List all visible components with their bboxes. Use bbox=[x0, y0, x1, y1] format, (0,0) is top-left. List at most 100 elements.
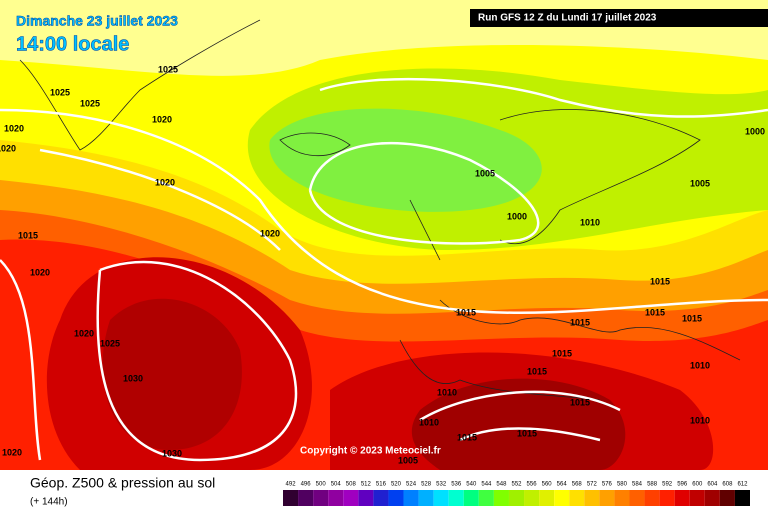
colorbar: 492 496 500 504 508 512 516 520 524 528 532 536 540 5… bbox=[283, 482, 750, 506]
run-info: Run GFS 12 Z du Lundi 17 juillet 2023 bbox=[478, 13, 657, 24]
colorbar-swatch bbox=[373, 490, 389, 506]
colorbar-label: 548 bbox=[496, 482, 507, 488]
isobar-label: 1020 bbox=[0, 143, 16, 153]
colorbar-label: 564 bbox=[557, 482, 568, 488]
isobar-label: 1015 bbox=[682, 313, 702, 323]
colorbar-swatch bbox=[448, 490, 464, 506]
colorbar-label: 508 bbox=[346, 482, 357, 488]
isobars bbox=[0, 77, 768, 462]
colorbar-swatch bbox=[659, 490, 675, 506]
isobar-label: 1010 bbox=[690, 415, 710, 425]
colorbar-swatch bbox=[433, 490, 449, 506]
isobar-label: 1010 bbox=[419, 417, 439, 427]
colorbar-label: 516 bbox=[376, 482, 387, 488]
colorbar-swatch bbox=[629, 490, 645, 506]
date-label: Dimanche 23 juillet 2023 bbox=[16, 13, 178, 29]
colorbar-label: 536 bbox=[451, 482, 462, 488]
colorbar-label: 492 bbox=[286, 482, 297, 488]
colorbar-swatch bbox=[554, 490, 570, 506]
isobar-label: 1000 bbox=[745, 126, 765, 136]
colorbar-label: 568 bbox=[572, 482, 583, 488]
colorbar-label: 560 bbox=[542, 482, 553, 488]
colorbar-label: 520 bbox=[391, 482, 402, 488]
colorbar-swatch bbox=[569, 490, 585, 506]
copyright: Copyright © 2023 Meteociel.fr bbox=[300, 446, 441, 457]
isobar-label: 1015 bbox=[517, 428, 537, 438]
colorbar-swatch bbox=[704, 490, 720, 506]
isobar-label: 1015 bbox=[457, 432, 477, 442]
colorbar-swatch bbox=[463, 490, 479, 506]
isobar-label: 1030 bbox=[162, 448, 182, 458]
colorbar-swatch bbox=[524, 490, 540, 506]
colorbar-label: 588 bbox=[647, 482, 658, 488]
colorbar-swatch bbox=[584, 490, 600, 506]
colorbar-label: 596 bbox=[677, 482, 688, 488]
isobar-label: 1025 bbox=[100, 338, 120, 348]
footer-title: Géop. Z500 & pression au sol bbox=[30, 475, 215, 491]
colorbar-label: 512 bbox=[361, 482, 372, 488]
colorbar-swatch bbox=[599, 490, 615, 506]
isobar-label: 1015 bbox=[18, 230, 38, 240]
colorbar-swatch bbox=[614, 490, 630, 506]
colorbar-swatch bbox=[403, 490, 419, 506]
colorbar-swatch bbox=[493, 490, 509, 506]
isobar-label: 1020 bbox=[152, 114, 172, 124]
colorbar-label: 544 bbox=[481, 482, 492, 488]
isobar-label: 1020 bbox=[155, 177, 175, 187]
colorbar-label: 500 bbox=[316, 482, 327, 488]
isobar-label: 1020 bbox=[30, 267, 50, 277]
footer-subtitle: (+ 144h) bbox=[30, 497, 68, 508]
colorbar-label: 592 bbox=[662, 482, 673, 488]
isobar-label: 1010 bbox=[437, 387, 457, 397]
colorbar-swatch bbox=[508, 490, 525, 506]
colorbar-label: 552 bbox=[511, 482, 522, 488]
isobar-label: 1015 bbox=[527, 366, 547, 376]
time-label: 14:00 locale bbox=[16, 33, 129, 55]
colorbar-label: 504 bbox=[331, 482, 342, 488]
isobar-label: 1000 bbox=[507, 211, 527, 221]
colorbar-swatch bbox=[478, 490, 494, 506]
colorbar-swatch bbox=[358, 490, 374, 506]
isobar-label: 1015 bbox=[645, 307, 665, 317]
colorbar-label: 584 bbox=[632, 482, 643, 488]
colorbar-label: 556 bbox=[527, 482, 538, 488]
isobar-label: 1015 bbox=[456, 307, 476, 317]
colorbar-swatch bbox=[298, 490, 314, 506]
isobar-label: 1015 bbox=[650, 276, 670, 286]
colorbar-label: 608 bbox=[722, 482, 733, 488]
isobar-label: 1020 bbox=[74, 328, 94, 338]
colorbar-swatch bbox=[719, 490, 735, 506]
colorbar-swatch bbox=[328, 490, 344, 506]
isobar-label: 1020 bbox=[2, 447, 22, 457]
colorbar-label: 612 bbox=[737, 482, 748, 488]
colorbar-swatch bbox=[388, 490, 404, 506]
isobar-label: 1005 bbox=[690, 178, 710, 188]
isobar-label: 1030 bbox=[123, 373, 143, 383]
run-banner bbox=[470, 9, 768, 27]
isobar-label: 1020 bbox=[260, 228, 280, 238]
colorbar-swatch bbox=[734, 490, 750, 506]
colorbar-label: 576 bbox=[602, 482, 613, 488]
colorbar-label: 532 bbox=[436, 482, 447, 488]
colorbar-label: 528 bbox=[421, 482, 432, 488]
isobar-label: 1020 bbox=[4, 123, 24, 133]
colorbar-label: 524 bbox=[406, 482, 417, 488]
isobar-label: 1010 bbox=[690, 360, 710, 370]
colorbar-label: 604 bbox=[707, 482, 718, 488]
coastlines bbox=[19, 19, 741, 401]
colorbar-label: 540 bbox=[466, 482, 477, 488]
isobar-label: 1025 bbox=[80, 98, 100, 108]
colorbar-swatch bbox=[689, 490, 705, 506]
isobar-label: 1005 bbox=[475, 168, 495, 178]
colorbar-swatch bbox=[644, 490, 660, 506]
colorbar-swatch bbox=[343, 490, 359, 506]
colorbar-label: 572 bbox=[587, 482, 598, 488]
colorbar-label: 600 bbox=[692, 482, 703, 488]
colorbar-swatch bbox=[313, 490, 329, 506]
map-background bbox=[0, 0, 768, 470]
colorbar-swatch bbox=[674, 490, 690, 506]
colorbar-label: 496 bbox=[301, 482, 312, 488]
colorbar-swatch bbox=[283, 490, 299, 506]
isobar-label: 1010 bbox=[580, 217, 600, 227]
